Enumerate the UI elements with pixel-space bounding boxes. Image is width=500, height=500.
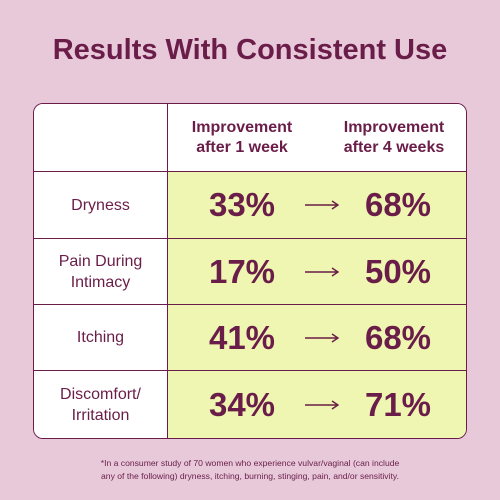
arrow (305, 266, 340, 277)
arrow-path (305, 332, 340, 343)
header-line: Improvement (191, 118, 293, 136)
arrow (305, 332, 340, 343)
arrow (305, 399, 340, 410)
week1-value: 41% (208, 318, 276, 356)
row-values: 34% 71% (168, 371, 466, 438)
row-label-line: Discomfort/ (60, 385, 141, 403)
row-values: 17% 50% (168, 239, 466, 304)
arrow-path (305, 399, 340, 410)
header-line: after 4 weeks (343, 138, 445, 156)
row-values: 33% 68% (168, 172, 466, 238)
footnote: *In a consumer study of 70 women who exp… (0, 457, 500, 483)
results-table: Improvement after 1 week Improvement aft… (33, 103, 467, 439)
table-row: Pain During Intimacy 17% 50% (34, 238, 466, 304)
row-label-line: Irritation (71, 406, 130, 424)
footnote-line: any of the following) dryness, itching, … (101, 471, 399, 481)
week4-value: 71% (364, 385, 432, 423)
arrow-path (305, 266, 340, 277)
header-line: Improvement (343, 118, 445, 136)
header-line: after 1 week (196, 138, 288, 156)
row-label: Itching (34, 305, 168, 370)
row-label-line: Intimacy (70, 273, 131, 291)
row-label-line: Pain During (58, 252, 143, 270)
header-cells: Improvement after 1 week Improvement aft… (168, 104, 466, 171)
week1-value: 33% (208, 186, 276, 223)
header-empty-cell (34, 104, 168, 171)
week1-value: 34% (208, 385, 276, 423)
row-values: 41% 68% (168, 305, 466, 370)
row-label: Pain During Intimacy (34, 239, 168, 304)
row-label: Discomfort/Irritation (34, 371, 168, 438)
table-row: Dryness 33% 68% (34, 171, 466, 238)
table-row: Itching 41% 68% (34, 304, 466, 370)
footnote-line: *In a consumer study of 70 women who exp… (100, 458, 400, 468)
arrow-path (305, 200, 340, 210)
row-label-line: Itching (76, 329, 125, 346)
week4-value: 68% (364, 186, 432, 223)
table-row: Discomfort/Irritation 34% 71% (34, 370, 466, 438)
header-row: Improvement after 1 week Improvement aft… (34, 104, 466, 171)
week4-value: 50% (364, 252, 432, 290)
title: Results With Consistent Use (52, 34, 448, 66)
row-label: Dryness (34, 172, 168, 238)
row-label-line: Dryness (71, 196, 130, 214)
week1-value: 17% (208, 252, 276, 290)
arrow (305, 200, 340, 210)
header-week4: Improvement after 4 weeks (344, 118, 445, 158)
week4-value: 68% (364, 318, 432, 356)
header-week1: Improvement after 1 week (192, 118, 292, 158)
